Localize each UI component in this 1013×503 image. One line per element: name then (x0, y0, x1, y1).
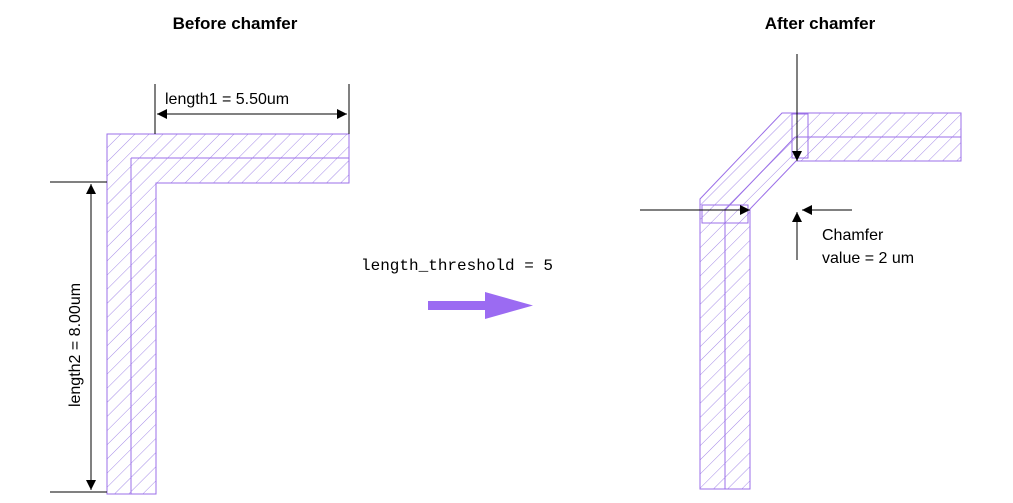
chamfer-label-line1: Chamfer (822, 227, 884, 244)
after-title: After chamfer (765, 14, 876, 33)
length1-label: length1 = 5.50um (165, 91, 289, 108)
transform-arrow (428, 292, 533, 319)
length2-label: length2 = 8.00um (67, 283, 84, 407)
length-threshold-label: length_threshold = 5 (361, 257, 553, 275)
chamfer-dimension: Chamfer value = 2 um (640, 54, 914, 267)
length1-dimension: length1 = 5.50um (154, 84, 350, 134)
after-wire (699, 112, 962, 490)
before-wire (106, 133, 350, 495)
length2-dimension: length2 = 8.00um (50, 181, 107, 493)
before-title: Before chamfer (173, 14, 298, 33)
chamfer-label-line2: value = 2 um (822, 250, 914, 267)
